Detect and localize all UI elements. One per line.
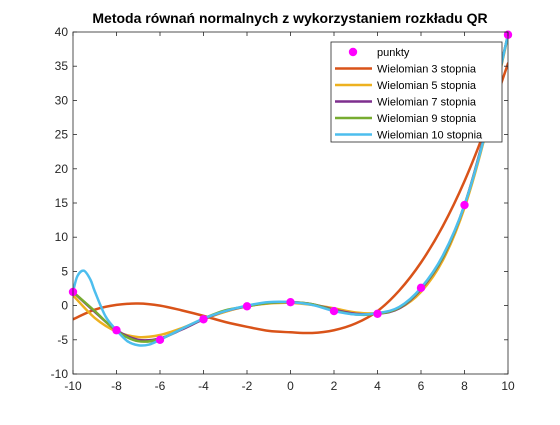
x-tick-label: 10 (501, 379, 515, 393)
x-tick-label: 2 (331, 379, 338, 393)
data-point (242, 302, 252, 311)
y-tick-label: 40 (55, 25, 69, 39)
plot-area (68, 30, 513, 347)
y-tick-label: 30 (55, 93, 69, 107)
legend-item-3: Wielomian 7 stopnia (335, 97, 477, 109)
legend-label: Wielomian 9 stopnia (377, 113, 477, 125)
x-tick-label: 6 (418, 379, 425, 393)
y-tick-label: -10 (51, 367, 69, 381)
y-tick-label: 15 (55, 196, 69, 210)
legend-item-4: Wielomian 9 stopnia (335, 113, 477, 125)
y-tick-label: 20 (55, 162, 69, 176)
data-point (460, 200, 469, 210)
x-tick-label: -2 (242, 379, 253, 393)
x-tick-label: 4 (374, 379, 381, 393)
legend-label: punkty (377, 47, 410, 59)
legend: punkty Wielomian 3 stopnia Wielomian 5 sto… (330, 41, 503, 143)
legend-label: Wielomian 7 stopnia (377, 97, 477, 109)
x-tick-label: 8 (461, 379, 468, 393)
legend-item-punkty: punkty (348, 47, 410, 59)
y-tick-label: 35 (55, 59, 69, 73)
x-tick-label: -4 (198, 379, 209, 393)
data-point (155, 335, 165, 344)
x-tick-label: -6 (155, 379, 166, 393)
legend-box (330, 41, 503, 143)
legend-marker (348, 47, 358, 57)
data-point (112, 326, 121, 335)
x-tick-label: -10 (64, 379, 82, 393)
legend-label: Wielomian 10 stopnia (377, 130, 483, 142)
data-point (416, 283, 426, 293)
data-point (286, 297, 295, 307)
x-tick-label: 0 (287, 379, 294, 393)
chart-title: Metoda równań normalnych z wykorzystanie… (92, 10, 487, 26)
data-point (329, 306, 339, 316)
x-tick-label: -8 (111, 379, 122, 393)
data-point (199, 315, 208, 324)
y-tick-label: -5 (57, 333, 68, 347)
y-tick-label: 10 (55, 230, 69, 244)
y-tick-label: 25 (55, 128, 69, 142)
axes: -10 -8 -6 -4 -2 0 2 4 6 8 10 -10 -5 0 5 10 15 20 25 30 35 40 (51, 25, 515, 393)
y-tick-label: 0 (61, 299, 68, 313)
legend-item-5: Wielomian 10 stopnia (335, 130, 483, 142)
legend-label: Wielomian 5 stopnia (377, 80, 477, 92)
legend-label: Wielomian 3 stopnia (377, 64, 477, 76)
legend-item-1: Wielomian 3 stopnia (335, 64, 477, 76)
y-tick-label: 5 (61, 264, 68, 278)
legend-item-2: Wielomian 5 stopnia (335, 80, 477, 92)
data-point (373, 309, 382, 319)
series-line-1 (73, 62, 508, 335)
